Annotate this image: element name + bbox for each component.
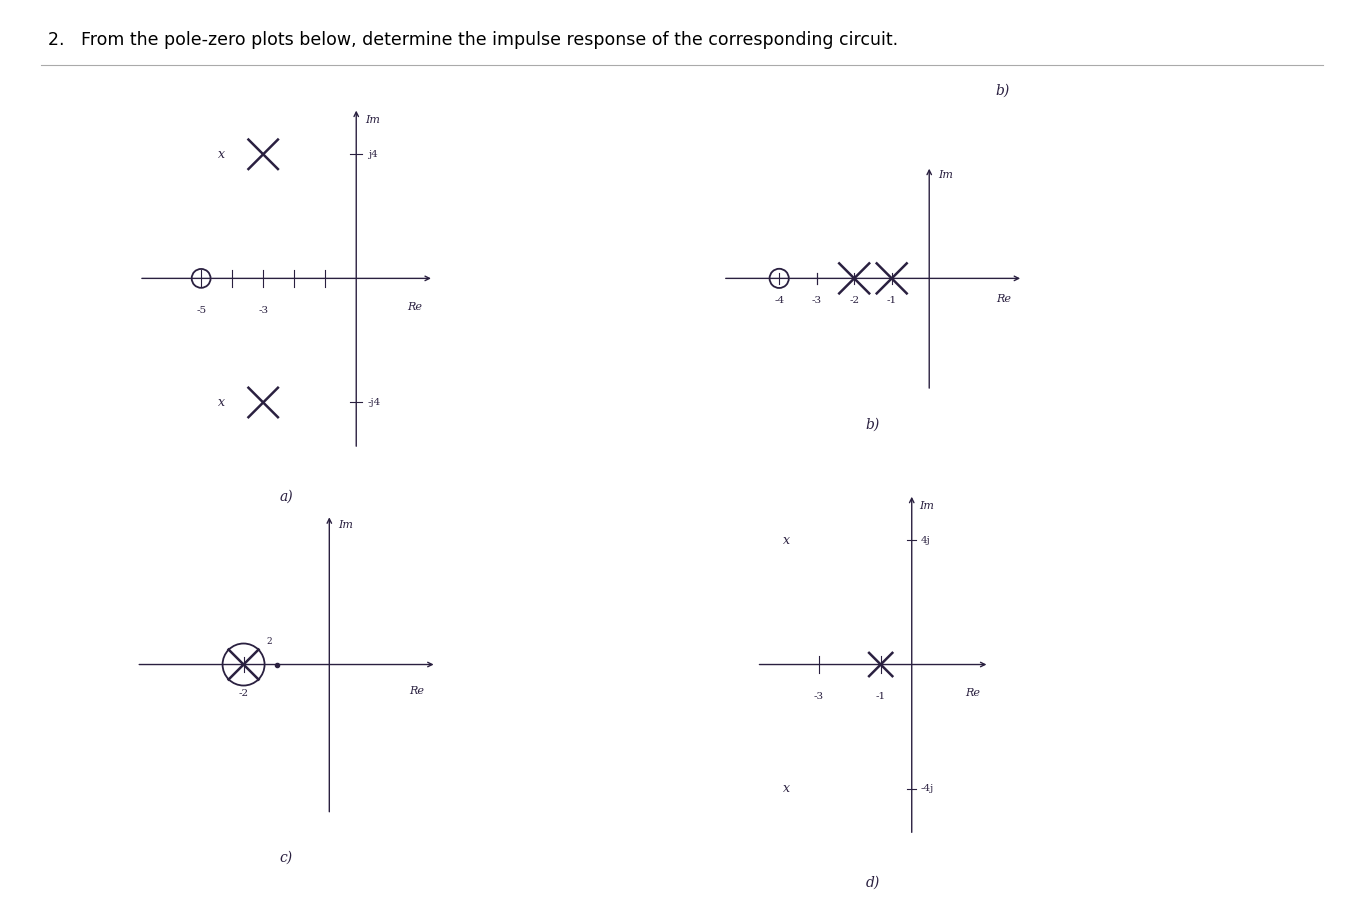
Text: Im: Im — [938, 171, 953, 180]
Text: j4: j4 — [368, 150, 378, 159]
Text: Im: Im — [919, 501, 933, 511]
Text: -1: -1 — [876, 691, 885, 700]
Text: -j4: -j4 — [368, 398, 382, 407]
Text: -2: -2 — [850, 296, 859, 305]
Text: -1: -1 — [887, 296, 896, 305]
Text: Re: Re — [964, 689, 979, 699]
Text: Im: Im — [338, 521, 353, 531]
Text: x: x — [783, 782, 790, 795]
Text: b): b) — [866, 418, 880, 432]
Text: -4j: -4j — [921, 784, 934, 793]
Text: Re: Re — [406, 303, 421, 313]
Text: x: x — [783, 534, 790, 547]
Text: -3: -3 — [812, 296, 821, 305]
Text: 4j: 4j — [921, 536, 930, 545]
Text: -3: -3 — [258, 305, 269, 314]
Text: -2: -2 — [239, 689, 248, 698]
Text: x: x — [218, 396, 225, 409]
Text: b): b) — [996, 84, 1009, 97]
Text: c): c) — [280, 850, 293, 865]
Text: -4: -4 — [775, 296, 784, 305]
Text: -5: -5 — [196, 305, 206, 314]
Text: 2.   From the pole-zero plots below, determine the impulse response of the corre: 2. From the pole-zero plots below, deter… — [48, 31, 898, 49]
Text: x: x — [218, 148, 225, 161]
Text: Re: Re — [996, 295, 1011, 304]
Text: 2: 2 — [267, 637, 273, 646]
Text: -3: -3 — [813, 691, 824, 700]
Text: Re: Re — [409, 685, 424, 696]
Text: Im: Im — [366, 115, 381, 125]
Text: a): a) — [280, 490, 293, 504]
Text: d): d) — [866, 876, 880, 890]
